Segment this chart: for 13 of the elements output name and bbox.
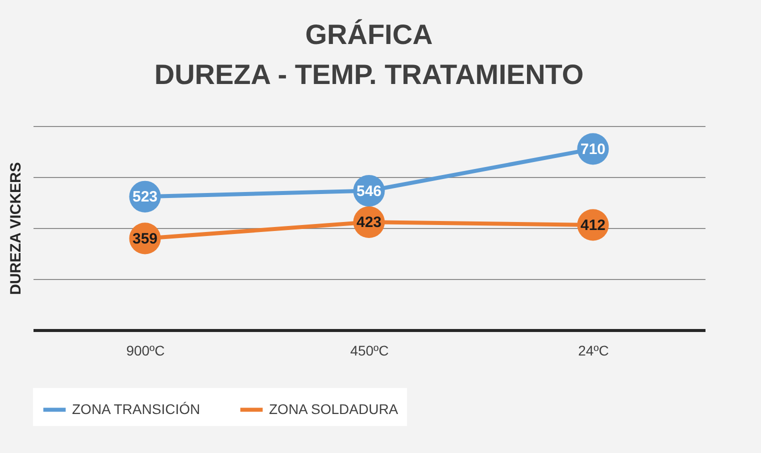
data-label: 423 [356, 214, 382, 232]
data-label: 523 [132, 188, 158, 206]
data-label: 412 [580, 216, 606, 234]
data-label: 359 [132, 230, 158, 248]
legend-label: ZONA TRANSICIÓN [72, 400, 200, 417]
data-label: 710 [580, 140, 606, 158]
y-axis-title: DUREZA VICKERS [8, 162, 24, 295]
x-tick-label: 900ºC [126, 342, 165, 358]
x-tick-label: 24ºC [578, 342, 609, 358]
chart-title: GRÁFICA DUREZA - TEMP. TRATAMIENTO [154, 19, 584, 90]
data-label: 546 [356, 182, 382, 200]
legend-label: ZONA SOLDADURA [269, 400, 399, 417]
x-tick-label: 450ºC [350, 342, 389, 358]
